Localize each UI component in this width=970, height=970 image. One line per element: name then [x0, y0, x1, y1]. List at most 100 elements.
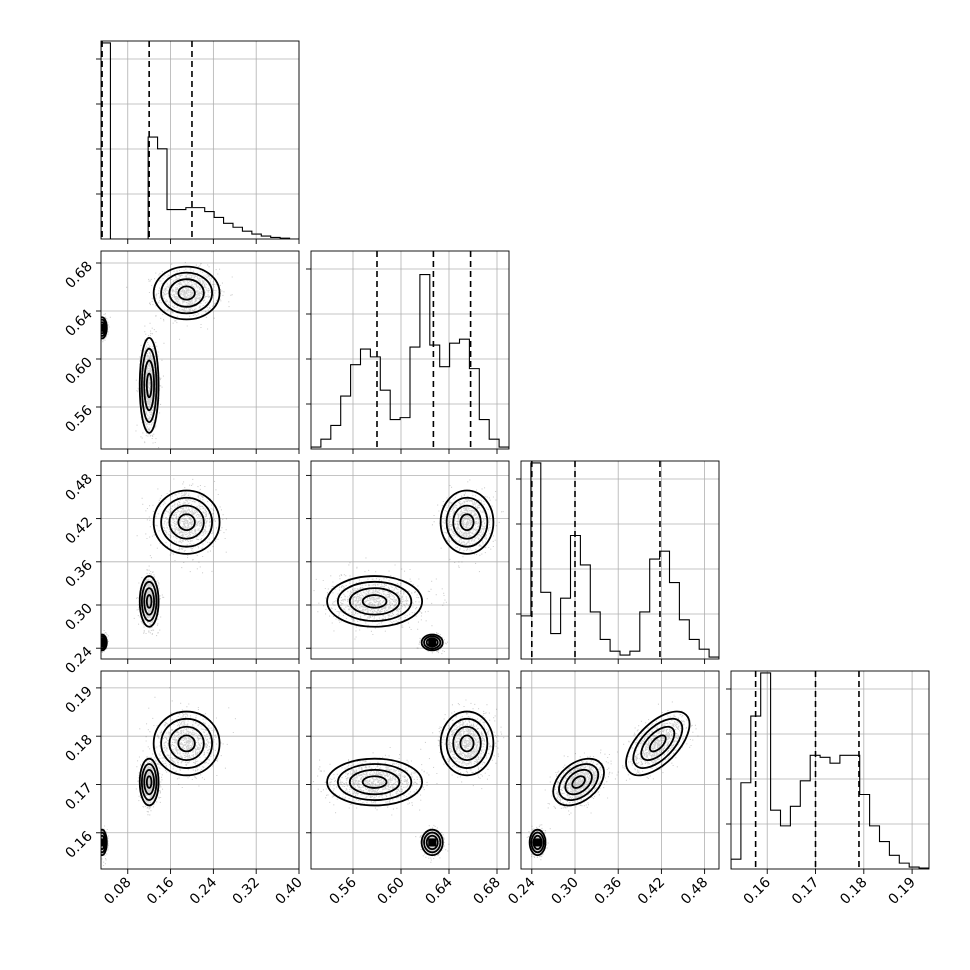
scatter-points — [526, 701, 699, 861]
peak-density-cell — [428, 838, 437, 847]
density-contour — [101, 633, 108, 652]
x-tick-label: 0.42 — [635, 875, 668, 908]
density-contour — [361, 775, 388, 789]
peak-density-cell — [428, 638, 437, 647]
peak-density-cell — [101, 638, 107, 647]
density-contour — [445, 717, 489, 769]
y-tick-label: 0.17 — [62, 780, 95, 813]
density-contour — [138, 575, 160, 628]
density-contour — [571, 775, 586, 789]
density-contour — [140, 580, 158, 622]
panel-frame — [730, 670, 930, 870]
scatter-points — [311, 479, 504, 655]
peak-density-cell — [101, 323, 107, 332]
density-contour — [348, 768, 401, 796]
density-contour — [625, 710, 691, 777]
density-contour — [168, 504, 205, 540]
peak-density-cell — [101, 838, 107, 847]
panel-frame — [310, 460, 510, 660]
y-tick-label: 0.18 — [62, 732, 95, 765]
density-content — [101, 461, 299, 659]
scatter-points — [101, 687, 236, 867]
density-contour — [459, 513, 475, 532]
density-contour — [152, 710, 221, 777]
density-contour — [138, 757, 160, 807]
x-tick-label: 0.24 — [187, 874, 220, 907]
x-tick-label: 0.60 — [374, 875, 407, 908]
y-tick-label: 0.16 — [62, 828, 95, 861]
density-contour — [632, 717, 684, 769]
density-contour — [423, 635, 442, 650]
x-tick-label: 0.36 — [592, 874, 625, 907]
density-content — [311, 461, 509, 659]
density-contour — [168, 278, 205, 308]
density-content — [101, 671, 299, 869]
density-contour — [530, 831, 545, 854]
x-tick-label: 0.16 — [144, 874, 177, 907]
x-tick-label: 0.17 — [789, 875, 822, 908]
x-tick-label: 0.48 — [678, 875, 711, 908]
density-contour — [101, 316, 108, 340]
density-contour — [445, 496, 489, 548]
density-contour — [361, 594, 388, 609]
density-contour — [145, 372, 153, 399]
density-contour — [168, 725, 205, 762]
y-tick-label: 0.42 — [62, 514, 95, 547]
y-tick-label: 0.68 — [62, 259, 95, 292]
density-contour — [528, 828, 547, 857]
density-contour — [439, 489, 495, 555]
density-contour — [564, 768, 593, 796]
density-contour — [425, 637, 439, 648]
panel-frame — [100, 460, 300, 660]
histogram-step — [311, 273, 509, 449]
panel-frame — [520, 670, 720, 870]
histogram-step — [521, 462, 719, 659]
density-contour — [532, 834, 543, 851]
density-contour — [423, 831, 442, 854]
x-tick-label: 0.40 — [272, 875, 305, 908]
y-tick-label: 0.48 — [62, 471, 95, 504]
x-tick-label: 0.16 — [741, 874, 774, 907]
x-tick-label: 0.18 — [837, 875, 870, 908]
density-content — [101, 251, 299, 449]
density-contour — [101, 828, 108, 857]
density-contour — [177, 513, 196, 532]
y-tick-label: 0.56 — [62, 402, 95, 435]
density-contour — [420, 633, 444, 652]
density-contour — [452, 725, 482, 762]
density-panel-1-0: 0.56 0.60 0.64 0.68 — [62, 250, 300, 454]
x-tick-label: 0.68 — [470, 875, 503, 908]
panel-frame — [520, 460, 720, 660]
hist-panel-2 — [516, 460, 720, 664]
density-contour — [145, 775, 153, 789]
density-contour — [552, 757, 605, 807]
y-tick-label: 0.64 — [62, 306, 95, 339]
y-tick-label: 0.30 — [62, 601, 95, 634]
density-contour — [439, 710, 495, 777]
density-contour — [143, 587, 155, 616]
x-tick-label: 0.56 — [326, 874, 359, 907]
density-contour — [648, 734, 667, 753]
x-tick-label: 0.08 — [101, 875, 134, 908]
hist-panel-1 — [306, 250, 510, 454]
density-contour — [145, 594, 153, 609]
density-contour — [336, 763, 413, 802]
x-tick-label: 0.32 — [230, 875, 263, 908]
density-contour — [459, 734, 475, 753]
panel-frame — [100, 250, 300, 450]
density-contour — [140, 763, 158, 802]
density-contour — [160, 717, 213, 769]
y-tick-label: 0.24 — [62, 644, 95, 677]
density-contour — [452, 504, 482, 540]
panel-frame — [310, 670, 510, 870]
histogram-step — [731, 672, 929, 869]
density-contour — [160, 496, 213, 548]
density-content — [521, 671, 719, 869]
panel-frame — [310, 250, 510, 450]
x-tick-label: 0.64 — [422, 874, 455, 907]
density-contour — [140, 347, 158, 424]
peak-density-cell — [533, 838, 542, 847]
y-tick-label: 0.19 — [62, 683, 95, 716]
density-contour — [425, 834, 439, 851]
scatter-points — [101, 251, 233, 449]
